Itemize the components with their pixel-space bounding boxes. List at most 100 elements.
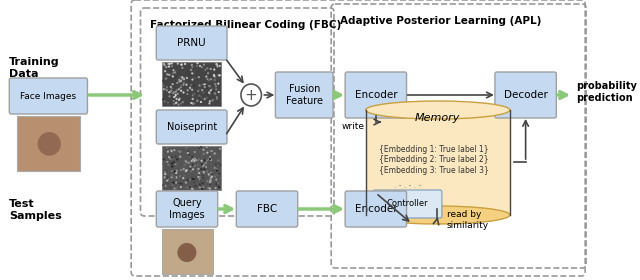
Point <box>163 162 173 167</box>
Point <box>214 172 224 176</box>
Point <box>204 152 214 156</box>
Point <box>172 81 182 85</box>
Point <box>168 97 179 101</box>
Point <box>161 168 172 173</box>
Text: ●: ● <box>176 240 198 264</box>
Point <box>204 84 214 88</box>
Point <box>170 162 180 166</box>
Point <box>209 73 219 77</box>
Point <box>195 174 205 179</box>
Text: FBC: FBC <box>257 204 277 214</box>
Point <box>166 161 177 166</box>
Circle shape <box>241 84 261 106</box>
Point <box>214 73 225 78</box>
Point <box>180 87 190 91</box>
Point <box>189 92 199 96</box>
Point <box>176 101 186 106</box>
Point <box>210 76 220 81</box>
Point <box>163 149 173 154</box>
Point <box>197 187 207 191</box>
Point <box>187 63 197 67</box>
Point <box>211 182 221 186</box>
Point <box>163 175 173 179</box>
Point <box>180 180 191 185</box>
Point <box>164 155 174 160</box>
Point <box>168 82 178 86</box>
Point <box>187 175 197 179</box>
Point <box>175 85 186 90</box>
Point <box>177 66 188 70</box>
Point <box>205 84 215 88</box>
Point <box>205 147 216 151</box>
Point <box>169 148 179 152</box>
Point <box>206 171 216 175</box>
Point <box>209 79 220 83</box>
Point <box>183 185 193 190</box>
Point <box>211 87 221 92</box>
FancyBboxPatch shape <box>275 72 333 118</box>
Point <box>199 62 209 67</box>
Ellipse shape <box>365 101 510 119</box>
Point <box>175 65 185 69</box>
Point <box>175 79 186 83</box>
Point <box>202 95 212 99</box>
Point <box>196 158 207 163</box>
Point <box>182 88 193 92</box>
Point <box>201 165 211 169</box>
Point <box>210 174 220 179</box>
Point <box>177 75 188 80</box>
Point <box>175 150 185 155</box>
Point <box>174 78 184 82</box>
Point <box>169 102 179 106</box>
Point <box>176 168 186 172</box>
Point <box>163 181 173 185</box>
Point <box>179 83 189 87</box>
Point <box>177 62 187 67</box>
Text: Encoder: Encoder <box>355 204 397 214</box>
FancyBboxPatch shape <box>162 62 221 106</box>
Point <box>188 97 198 101</box>
Point <box>187 88 197 92</box>
Point <box>198 152 208 157</box>
Point <box>160 69 170 73</box>
Point <box>193 157 204 162</box>
Point <box>176 88 186 93</box>
Point <box>173 87 184 92</box>
Point <box>173 149 183 154</box>
Point <box>200 161 211 165</box>
Point <box>198 67 209 72</box>
Point <box>198 170 209 174</box>
Point <box>193 157 203 161</box>
Point <box>205 182 215 186</box>
Text: Training
Data: Training Data <box>10 57 60 79</box>
Point <box>209 92 219 97</box>
Point <box>180 169 191 173</box>
Point <box>166 85 176 89</box>
Point <box>166 185 176 190</box>
Point <box>175 174 185 178</box>
Point <box>204 172 214 177</box>
Point <box>170 70 180 75</box>
Point <box>188 65 198 69</box>
Point <box>213 69 223 73</box>
Text: Noiseprint: Noiseprint <box>166 122 217 132</box>
Point <box>206 162 216 167</box>
Text: write: write <box>341 122 364 130</box>
Point <box>207 172 217 176</box>
Point <box>198 181 208 185</box>
Point <box>206 77 216 81</box>
Point <box>183 149 193 153</box>
Point <box>184 161 194 165</box>
Point <box>205 155 215 159</box>
Point <box>189 157 200 161</box>
Point <box>182 178 193 182</box>
Point <box>193 170 203 174</box>
Point <box>202 169 212 174</box>
Point <box>165 157 175 161</box>
Point <box>195 185 205 190</box>
Point <box>196 175 207 179</box>
Point <box>212 168 222 173</box>
Point <box>199 167 209 171</box>
Point <box>182 76 192 80</box>
Point <box>212 150 222 154</box>
